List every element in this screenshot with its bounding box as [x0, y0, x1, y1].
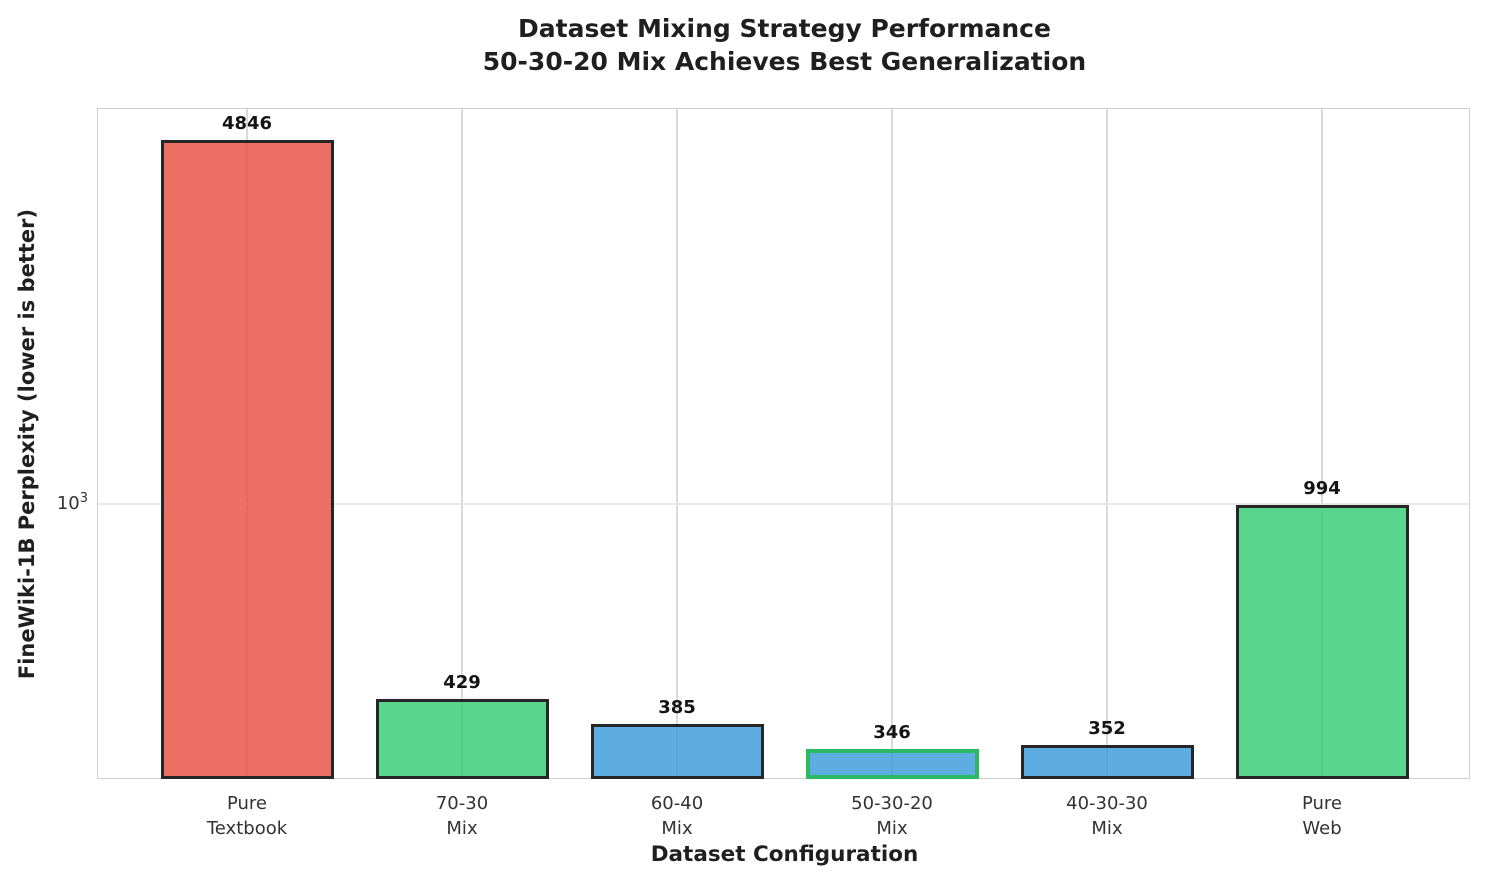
bar-highlighted: [805, 748, 979, 779]
vertical-gridline: [1106, 109, 1108, 778]
x-tick-label-line: Mix: [876, 818, 908, 839]
x-tick-label-line: 50-30-20: [851, 793, 933, 814]
bar: [160, 140, 334, 779]
bar: [375, 699, 549, 779]
x-tick-label: Pure Textbook: [139, 791, 355, 841]
x-tick-label-line: Mix: [661, 818, 693, 839]
horizontal-gridline: [98, 503, 1469, 505]
chart-title: Dataset Mixing Strategy Performance 50-3…: [98, 12, 1471, 78]
vertical-gridline: [891, 109, 893, 778]
bar-value-label: 429: [443, 672, 481, 694]
x-tick-label: 40-30-30 Mix: [999, 791, 1215, 841]
bar: [1235, 505, 1409, 779]
x-tick-label: 60-40 Mix: [569, 791, 785, 841]
x-tick-label-line: 40-30-30: [1066, 793, 1148, 814]
y-tick-label: 103: [56, 491, 88, 514]
x-axis-label: Dataset Configuration: [650, 842, 919, 867]
y-axis-label: FineWiki-1B Perplexity (lower is better): [15, 208, 39, 680]
vertical-gridline: [461, 109, 463, 778]
bar: [590, 724, 764, 779]
bar-value-label: 346: [873, 721, 911, 743]
chart-title-line2: 50-30-20 Mix Achieves Best Generalizatio…: [482, 47, 1087, 76]
vertical-gridline: [676, 109, 678, 778]
bar-value-label: 385: [658, 697, 696, 719]
x-tick-label-line: Mix: [446, 818, 478, 839]
vertical-gridline: [1321, 109, 1323, 778]
x-tick-label-line: Pure: [1301, 793, 1343, 814]
x-tick-label: 50-30-20 Mix: [784, 791, 1000, 841]
bar-value-label: 4846: [221, 113, 273, 135]
x-tick-label-line: Textbook: [206, 818, 288, 839]
x-tick-label-line: 60-40: [650, 793, 704, 814]
bar: [1020, 744, 1194, 779]
x-tick-label-line: Pure: [226, 793, 268, 814]
x-tick-label: 70-30 Mix: [354, 791, 570, 841]
x-tick-label-line: Web: [1302, 818, 1342, 839]
x-tick-label-line: Mix: [1091, 818, 1123, 839]
bar-value-label: 352: [1088, 717, 1126, 739]
bar-value-label: 994: [1303, 478, 1341, 500]
x-tick-label: Pure Web: [1214, 791, 1430, 841]
chart-title-line1: Dataset Mixing Strategy Performance: [518, 14, 1051, 43]
x-tick-label-line: 70-30: [435, 793, 489, 814]
